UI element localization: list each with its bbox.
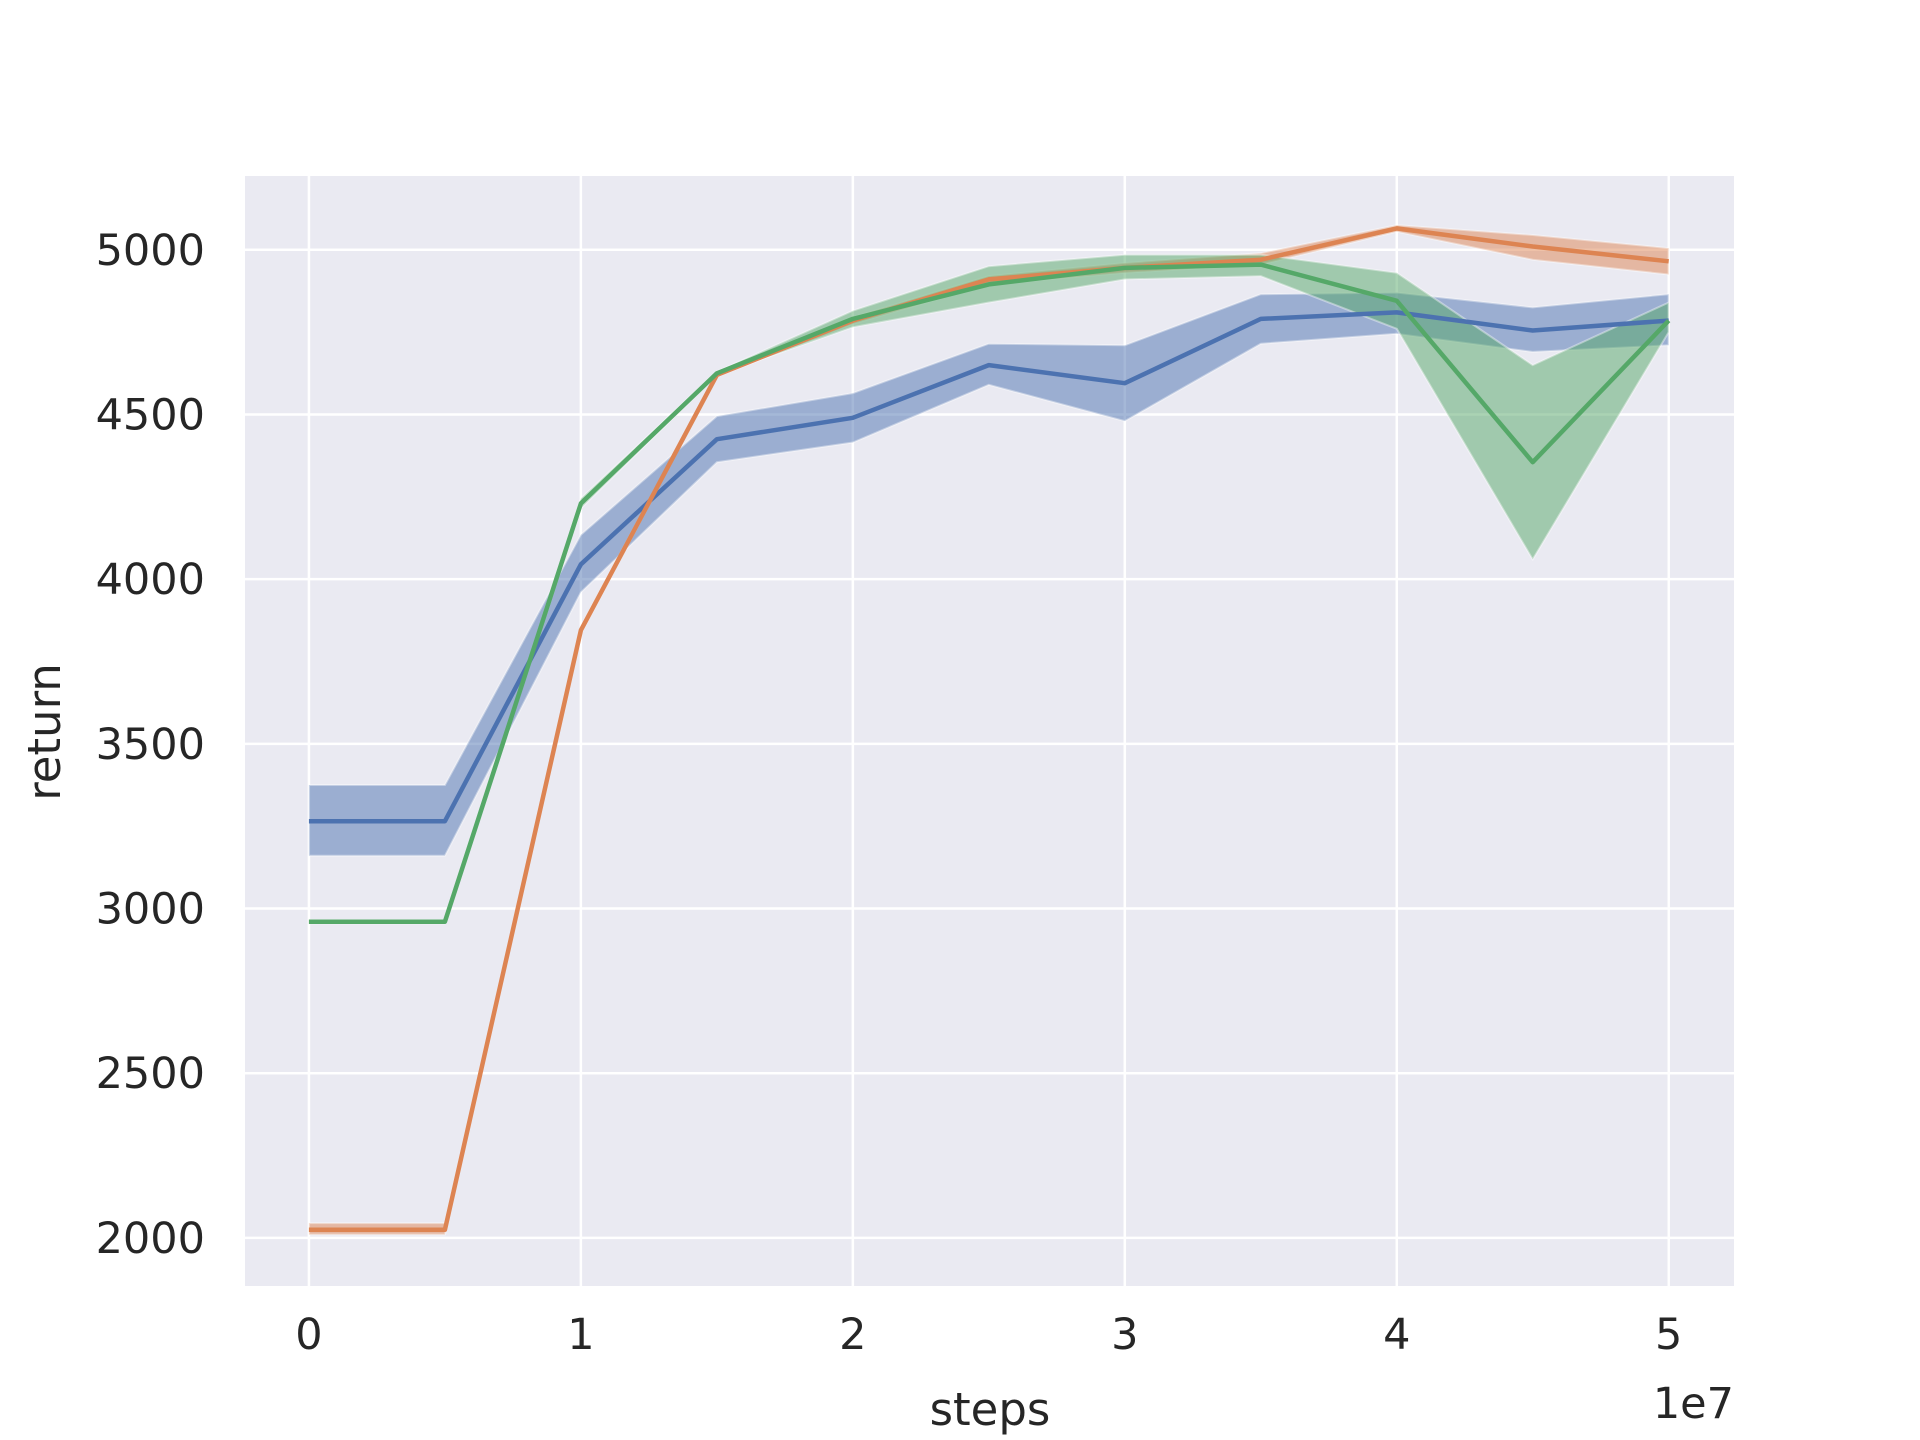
x-tick-label: 3 (1111, 1310, 1138, 1360)
y-tick-label: 2000 (96, 1214, 205, 1264)
x-tick-label: 2 (839, 1310, 866, 1360)
x-tick-label: 5 (1655, 1310, 1682, 1360)
x-offset-label: 1e7 (1653, 1379, 1734, 1429)
x-tick-label: 1 (567, 1310, 594, 1360)
confidence-band (307, 291, 1670, 857)
y-tick-label: 4500 (96, 390, 205, 440)
x-axis-label: steps (930, 1383, 1051, 1436)
y-tick-label: 4000 (96, 555, 205, 605)
y-tick-label: 2500 (96, 1049, 205, 1099)
x-tick-label: 4 (1383, 1310, 1410, 1360)
line (308, 226, 1669, 1232)
line (308, 262, 1671, 924)
x-tick-label: 0 (295, 1310, 322, 1360)
y-axis-label: return (18, 663, 71, 801)
y-tick-label: 3000 (96, 885, 205, 935)
y-tick-label: 3500 (96, 720, 205, 770)
y-tick-label: 5000 (96, 226, 205, 276)
